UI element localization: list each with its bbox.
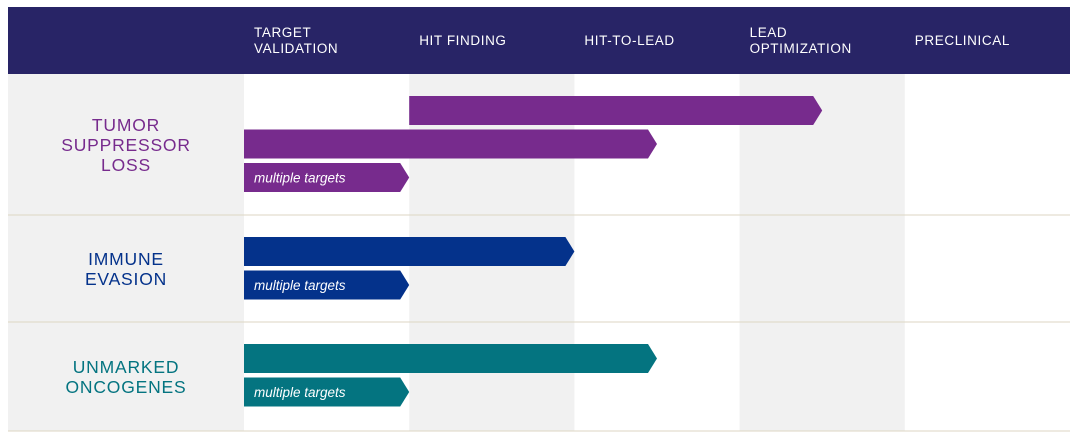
stage-header: HIT FINDING bbox=[419, 32, 507, 48]
stage-header: PRECLINICAL bbox=[914, 32, 1010, 48]
program-bar bbox=[244, 163, 410, 192]
header-band bbox=[8, 7, 1070, 74]
group-label: TUMOR SUPPRESSOR LOSS bbox=[61, 114, 191, 175]
bar-label: multiple targets bbox=[254, 278, 346, 293]
group-label: UNMARKED ONCOGENES bbox=[65, 356, 187, 397]
bar-label: multiple targets bbox=[254, 171, 346, 186]
program-bar bbox=[244, 270, 410, 300]
stage-header: HIT-TO-LEAD bbox=[584, 32, 675, 48]
bar-label: multiple targets bbox=[254, 385, 346, 400]
stage-column-shade bbox=[739, 74, 905, 431]
stage-header: LEAD OPTIMIZATION bbox=[749, 24, 852, 56]
program-bar bbox=[409, 96, 823, 125]
group-label: IMMUNE EVASION bbox=[84, 248, 168, 289]
label-column-shade bbox=[8, 74, 244, 431]
stage-header: TARGET VALIDATION bbox=[254, 24, 339, 56]
program-bar bbox=[244, 129, 657, 159]
program-bar bbox=[244, 237, 575, 266]
program-bar bbox=[244, 344, 657, 373]
program-bar bbox=[244, 377, 410, 407]
